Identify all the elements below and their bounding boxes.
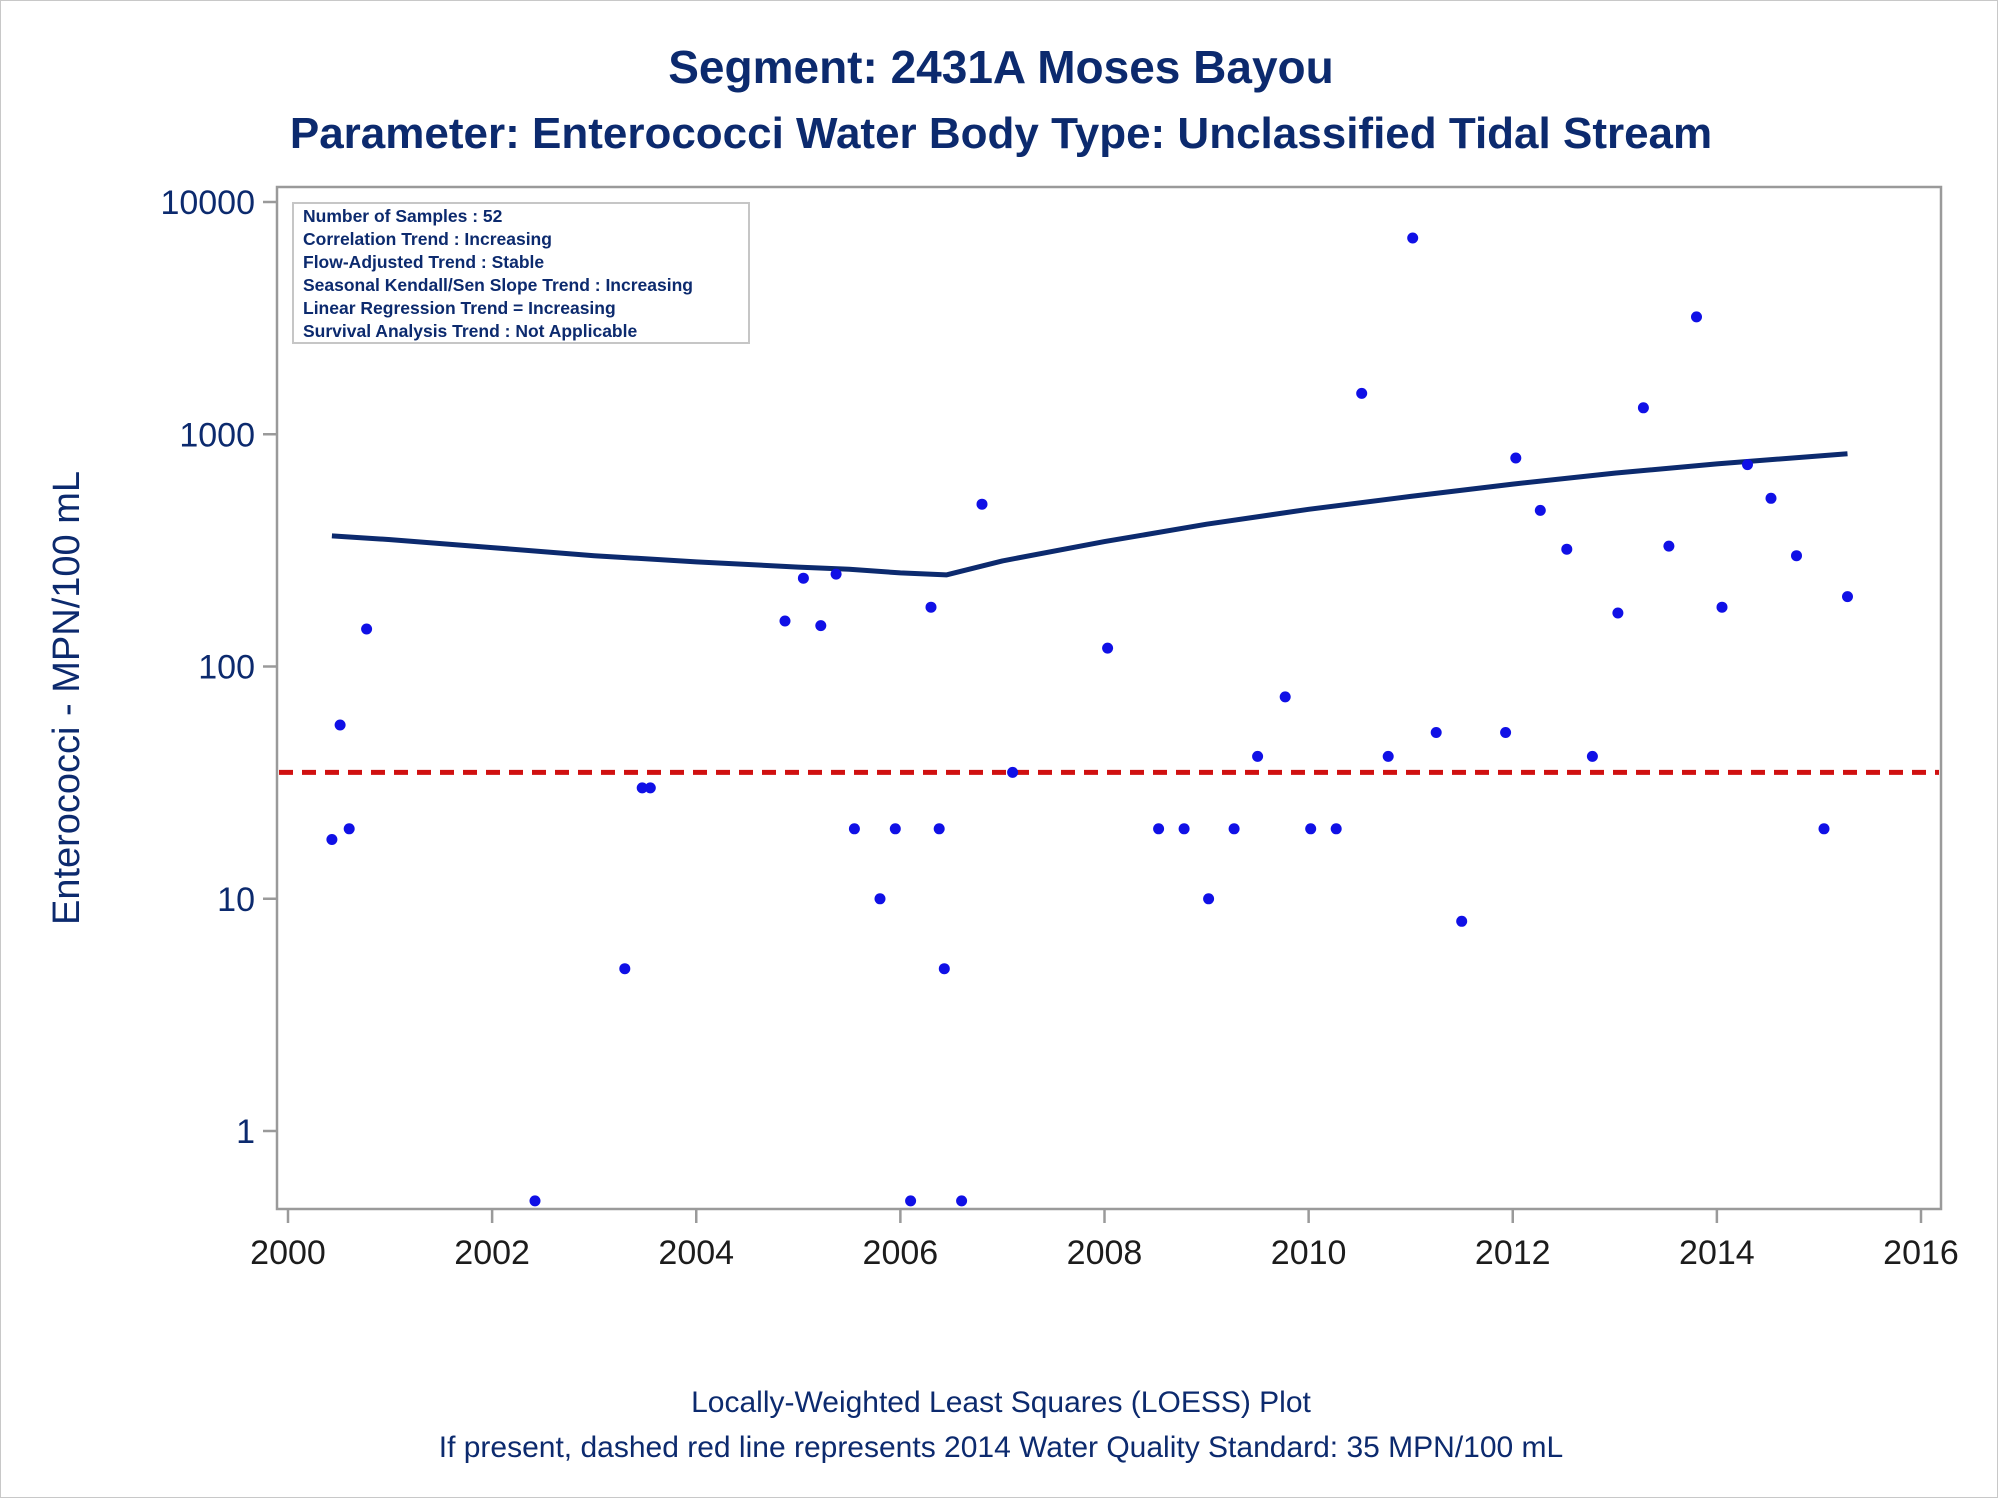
sample-point <box>636 782 648 794</box>
sample-point <box>933 823 945 835</box>
y-tick-label: 10000 <box>160 184 255 222</box>
x-tick-label: 2014 <box>1679 1234 1755 1272</box>
x-tick-label: 2002 <box>454 1234 530 1272</box>
sample-point <box>326 834 338 845</box>
loess-trend-line <box>331 451 1848 578</box>
stats-line-1: Number of Samples : 52 <box>303 206 503 226</box>
y-axis-label: Enterococci - MPN/100 mL <box>46 471 88 925</box>
sample-point <box>874 893 886 905</box>
sample-point <box>1203 893 1215 905</box>
sample-point <box>1356 387 1368 399</box>
sample-point <box>938 963 950 975</box>
sample-point <box>1407 232 1419 244</box>
footnote-loess: Locally-Weighted Least Squares (LOESS) P… <box>691 1386 1311 1419</box>
stats-line-5: Linear Regression Trend = Increasing <box>303 298 616 318</box>
sample-point <box>1765 492 1777 504</box>
x-tick-label: 2010 <box>1271 1234 1347 1272</box>
sample-point <box>1612 607 1624 619</box>
sample-point <box>1791 550 1802 562</box>
stats-line-6: Survival Analysis Trend : Not Applicable <box>303 321 637 341</box>
sample-point <box>1279 691 1291 703</box>
chart-subtitle: Parameter: Enterococci Water Body Type: … <box>290 109 1712 158</box>
sample-point <box>1663 540 1675 552</box>
y-tick-label: 10 <box>217 881 255 919</box>
sample-point <box>1382 750 1394 762</box>
x-tick-label: 2016 <box>1883 1234 1959 1272</box>
sample-point <box>797 572 809 584</box>
sample-point <box>644 782 656 794</box>
sample-point <box>976 498 988 510</box>
sample-point <box>1510 452 1522 464</box>
sample-point <box>1691 311 1702 323</box>
sample-point <box>956 1195 968 1207</box>
sample-point <box>1818 823 1830 835</box>
sample-points <box>326 232 1853 1207</box>
sample-point <box>619 963 631 975</box>
stats-line-2: Correlation Trend : Increasing <box>303 229 552 249</box>
sample-point <box>779 615 791 627</box>
sample-point <box>1330 823 1342 835</box>
sample-point <box>1561 543 1573 555</box>
sample-point <box>815 620 827 632</box>
x-tick-label: 2004 <box>658 1234 734 1272</box>
stats-box-border <box>292 202 750 344</box>
x-tick-label: 2012 <box>1475 1234 1551 1272</box>
plot-area <box>275 185 1943 1211</box>
sample-point <box>529 1195 541 1207</box>
y-tick-label: 100 <box>198 649 255 687</box>
footnote-standard: If present, dashed red line represents 2… <box>439 1431 1564 1464</box>
sample-point <box>1178 823 1190 835</box>
sample-point <box>1007 766 1019 778</box>
sample-point <box>1305 823 1317 835</box>
sample-point <box>1102 642 1114 654</box>
sample-point <box>343 823 355 835</box>
sample-point <box>361 623 373 635</box>
sample-point <box>925 601 937 613</box>
sample-point <box>1586 750 1598 762</box>
trend-stats-box: Number of Samples : 52 Correlation Trend… <box>292 202 750 344</box>
x-tick-label: 2008 <box>1067 1234 1143 1272</box>
sample-point <box>1430 727 1442 738</box>
stats-line-4: Seasonal Kendall/Sen Slope Trend : Incre… <box>303 275 693 295</box>
sample-point <box>1228 823 1240 835</box>
y-axis: 1 10 100 1000 10000 <box>160 184 277 1151</box>
chart-title: Segment: 2431A Moses Bayou <box>668 41 1334 93</box>
sample-point <box>848 823 860 835</box>
y-tick-label: 1000 <box>179 416 255 454</box>
sample-point <box>1153 823 1165 835</box>
sample-point <box>830 568 842 580</box>
x-axis: 2000 2002 2004 2006 2008 2010 2012 2014 2016 <box>250 1209 1959 1272</box>
sample-point <box>1456 915 1468 927</box>
sample-point <box>1534 504 1546 516</box>
y-tick-label: 1 <box>236 1113 255 1151</box>
stats-line-3: Flow-Adjusted Trend : Stable <box>303 252 544 272</box>
sample-point <box>1716 601 1728 613</box>
sample-point <box>1637 402 1649 414</box>
sample-point <box>334 719 346 731</box>
sample-point <box>1500 727 1512 738</box>
x-tick-label: 2006 <box>863 1234 939 1272</box>
sample-point <box>889 823 901 835</box>
sample-point <box>1742 459 1753 471</box>
sample-point <box>905 1195 917 1207</box>
sample-point <box>1842 591 1853 603</box>
x-tick-label: 2000 <box>250 1234 326 1272</box>
sample-point <box>1252 750 1264 762</box>
